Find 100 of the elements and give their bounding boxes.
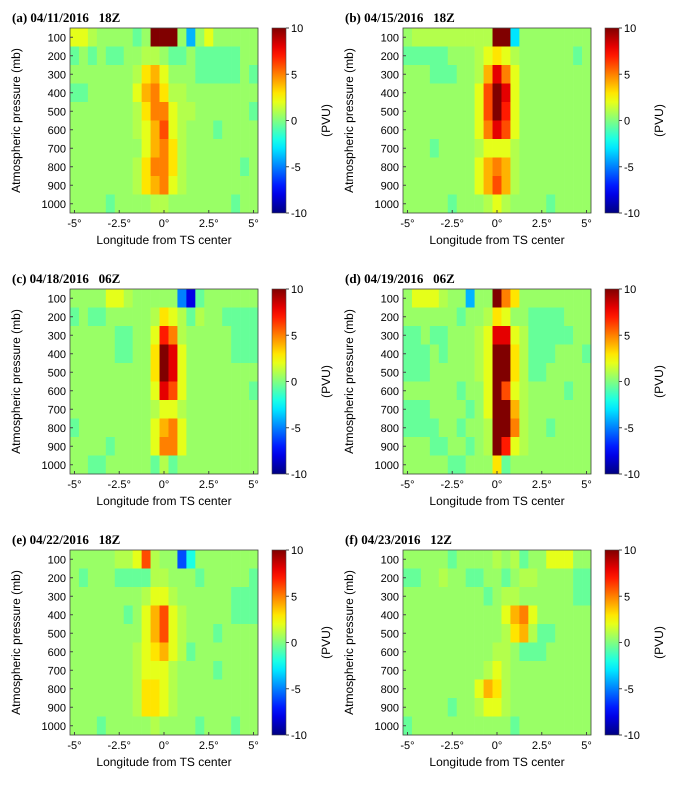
color-bar-label: 5 <box>624 330 630 342</box>
y-tick-label: 300 <box>48 591 66 604</box>
x-tick-label: 5° <box>248 740 259 752</box>
y-tick-label: 900 <box>48 702 66 714</box>
y-axis-title: Atmospheric pressure (mb) <box>342 309 356 454</box>
color-bar-label: -5 <box>291 162 301 174</box>
color-bar-title: (PVU) <box>319 365 333 398</box>
x-tick-label: 2.5° <box>532 740 552 752</box>
x-axis-title: Longitude from TS center <box>96 494 232 508</box>
y-tick-label: 700 <box>380 143 399 156</box>
y-tick-label: 500 <box>48 628 66 640</box>
color-bar-label: 10 <box>624 23 636 35</box>
x-tick-label: 0° <box>492 218 502 230</box>
x-axis-title: Longitude from TS center <box>429 494 565 508</box>
y-tick-label: 400 <box>48 348 66 361</box>
x-tick-label: 2.5° <box>532 218 552 230</box>
y-tick-label: 600 <box>48 386 66 398</box>
y-tick-label: 900 <box>380 441 399 454</box>
color-bar-label: 0 <box>291 376 298 388</box>
y-tick-label: 600 <box>380 124 399 137</box>
color-bar-label: -10 <box>291 208 307 220</box>
y-tick-label: 800 <box>380 162 399 174</box>
y-tick-label: 100 <box>48 293 66 306</box>
y-tick-label: 400 <box>48 88 66 100</box>
y-tick-label: 700 <box>48 404 66 416</box>
y-tick-label: 500 <box>48 367 66 380</box>
y-tick-label: 100 <box>380 32 399 44</box>
color-bar-label: 10 <box>291 284 304 296</box>
color-bar-label: 5 <box>624 591 630 604</box>
y-axis-title: Atmospheric pressure (mb) <box>9 570 23 715</box>
x-tick-label: 0° <box>158 740 170 752</box>
x-tick-label: 2.5° <box>532 479 552 491</box>
x-axis-title: Longitude from TS center <box>429 755 565 769</box>
y-tick-label: 100 <box>380 554 399 566</box>
color-bar-title: (PVU) <box>652 104 666 137</box>
color-bar-label: 5 <box>624 69 630 82</box>
y-tick-label: 400 <box>48 610 66 622</box>
y-tick-label: 200 <box>380 312 399 324</box>
y-tick-label: 700 <box>48 143 66 156</box>
color-bar-label: -10 <box>624 469 640 481</box>
y-tick-label: 200 <box>48 312 66 324</box>
color-bar-label: 10 <box>624 284 636 296</box>
color-bar-title: (PVU) <box>319 104 333 137</box>
y-tick-label: 400 <box>380 348 399 361</box>
y-tick-label: 300 <box>48 69 66 82</box>
y-tick-label: 600 <box>380 386 399 398</box>
chart-title: (f) 04/23/2016 12Z <box>345 532 452 547</box>
x-tick-label: 0° <box>158 479 170 491</box>
x-tick-label: -2.5° <box>108 218 131 230</box>
x-tick-label: -5° <box>67 218 82 230</box>
y-tick-label: 600 <box>48 124 66 137</box>
color-bar-label: -5 <box>624 684 634 696</box>
y-tick-label: 500 <box>380 628 399 640</box>
y-tick-label: 1000 <box>42 460 66 472</box>
x-tick-label: -5° <box>400 479 415 491</box>
x-tick-label: 2.5° <box>198 740 219 752</box>
x-axis-title: Longitude from TS center <box>96 233 232 247</box>
color-bar-title: (PVU) <box>652 365 666 398</box>
y-tick-label: 800 <box>380 422 399 435</box>
chart-title: (b) 04/15/2016 18Z <box>345 10 456 25</box>
color-bar-label: -10 <box>624 730 640 742</box>
x-tick-label: 2.5° <box>198 218 219 230</box>
y-tick-label: 700 <box>48 665 66 678</box>
y-tick-label: 200 <box>380 50 399 63</box>
color-bar-label: 0 <box>291 116 298 128</box>
y-tick-label: 600 <box>48 646 66 659</box>
color-bar-label: 0 <box>624 638 630 650</box>
y-axis-title: Atmospheric pressure (mb) <box>9 309 23 454</box>
x-tick-label: -2.5° <box>108 479 131 491</box>
y-tick-label: 100 <box>380 293 399 306</box>
y-tick-label: 1000 <box>374 460 399 472</box>
x-tick-label: -5° <box>67 740 82 752</box>
chart-title: (d) 04/19/2016 06Z <box>345 271 456 286</box>
y-tick-label: 500 <box>48 106 66 118</box>
y-tick-label: 900 <box>380 180 399 192</box>
x-tick-label: -2.5° <box>440 479 464 491</box>
color-bar-label: 10 <box>291 545 304 557</box>
y-tick-label: 900 <box>48 180 66 192</box>
chart-title: (c) 04/18/2016 06Z <box>12 271 121 286</box>
x-tick-label: -5° <box>67 479 82 491</box>
color-bar-label: 0 <box>624 376 630 388</box>
chart-title: (a) 04/11/2016 18Z <box>12 10 121 25</box>
x-tick-label: -2.5° <box>440 740 464 752</box>
color-bar-label: -5 <box>291 422 301 435</box>
y-tick-label: 800 <box>380 684 399 696</box>
y-tick-label: 900 <box>380 702 399 714</box>
y-tick-label: 800 <box>48 422 66 435</box>
x-tick-label: -5° <box>400 218 415 230</box>
color-bar-title: (PVU) <box>319 626 333 659</box>
color-bar-label: -5 <box>624 162 634 174</box>
y-axis-title: Atmospheric pressure (mb) <box>342 48 356 193</box>
y-tick-label: 300 <box>380 69 399 82</box>
color-bar-label: -10 <box>291 469 307 481</box>
color-bar-label: -5 <box>624 422 634 435</box>
color-bar-label: -10 <box>624 208 640 220</box>
y-tick-label: 200 <box>380 572 399 585</box>
x-tick-label: 5° <box>581 740 592 752</box>
x-tick-label: 2.5° <box>198 479 219 491</box>
color-bar-label: -5 <box>291 684 301 696</box>
y-tick-label: 400 <box>380 88 399 100</box>
